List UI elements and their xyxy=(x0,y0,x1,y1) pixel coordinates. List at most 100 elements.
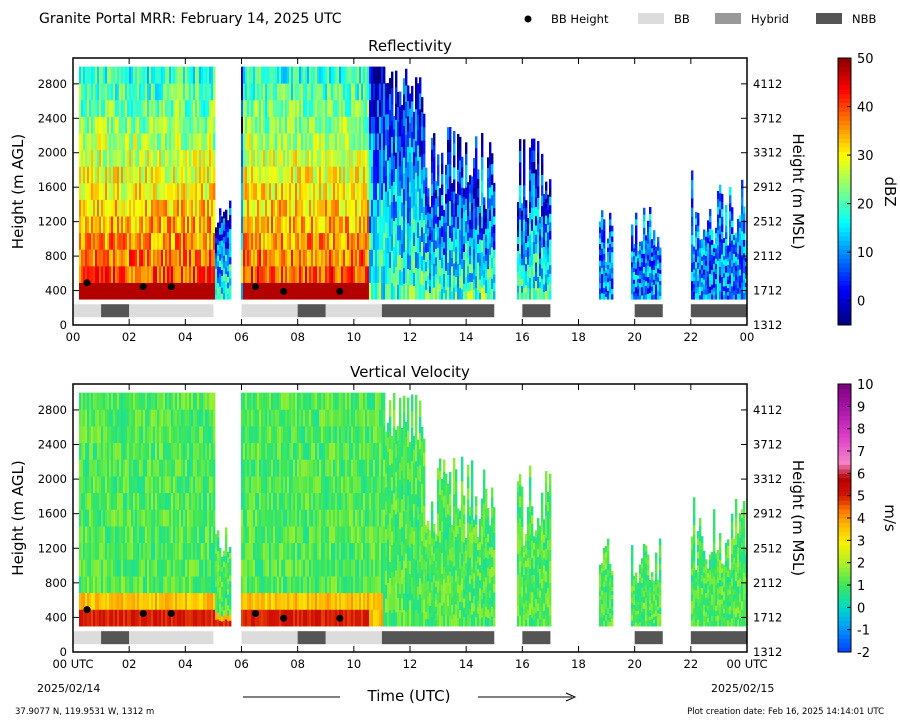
heatmap-cell xyxy=(137,182,140,200)
heatmap-cell xyxy=(181,99,184,117)
heatmap-cell xyxy=(181,216,184,234)
heatmap-cell xyxy=(269,199,272,217)
heatmap-cell xyxy=(329,199,332,217)
heatmap-cell xyxy=(155,83,158,101)
heatmap-cell xyxy=(481,133,484,146)
heatmap-cell xyxy=(321,133,324,151)
heatmap-cell xyxy=(79,249,82,267)
heatmap-cell xyxy=(201,265,204,283)
heatmap-cell xyxy=(131,149,134,167)
heatmap-cell xyxy=(653,240,656,246)
heatmap-cell xyxy=(357,66,360,84)
heatmap-cell xyxy=(321,232,324,250)
heatmap-cell xyxy=(329,232,332,250)
heatmap-cell xyxy=(357,216,360,234)
heatmap-cell xyxy=(327,83,330,101)
heatmap-cell xyxy=(211,182,214,200)
heatmap-cell xyxy=(299,116,302,134)
heatmap-cell xyxy=(119,232,122,250)
heatmap-cell xyxy=(299,282,302,300)
heatmap-cell xyxy=(101,149,104,167)
heatmap-cell xyxy=(83,249,86,267)
heatmap-cell xyxy=(145,83,148,101)
heatmap-cell xyxy=(361,216,364,234)
heatmap-cell xyxy=(117,149,120,167)
heatmap-cell xyxy=(253,116,256,134)
heatmap-cell xyxy=(121,166,124,184)
bb-height-point xyxy=(167,283,175,291)
heatmap-cell xyxy=(277,166,280,184)
heatmap-cell xyxy=(319,66,322,84)
heatmap-cell xyxy=(291,199,294,217)
heatmap-cell xyxy=(359,149,362,167)
colorbar-segment xyxy=(838,80,851,86)
heatmap-cell xyxy=(325,66,328,84)
heatmap-cell xyxy=(165,83,168,101)
heatmap-cell xyxy=(351,182,354,200)
heatmap-cell xyxy=(549,187,552,197)
heatmap-cell xyxy=(293,133,296,151)
heatmap-cell xyxy=(269,265,272,283)
heatmap-cell xyxy=(343,216,346,234)
heatmap-cell xyxy=(635,218,638,226)
heatmap-cell xyxy=(221,275,224,282)
heatmap-cell xyxy=(295,149,298,167)
heatmap-cell xyxy=(89,66,92,84)
heatmap-cell xyxy=(283,166,286,184)
heatmap-cell xyxy=(89,199,92,217)
heatmap-cell xyxy=(259,249,262,267)
heatmap-cell xyxy=(523,162,526,174)
heatmap-cell xyxy=(337,66,340,84)
heatmap-cell xyxy=(331,282,334,300)
heatmap-cell xyxy=(483,197,486,206)
heatmap-cell xyxy=(205,83,208,101)
heatmap-cell xyxy=(93,249,96,267)
heatmap-cell xyxy=(357,199,360,217)
heatmap-cell xyxy=(111,249,114,267)
panel-title: Vertical Velocity xyxy=(350,363,470,381)
heatmap-cell xyxy=(107,282,110,300)
heatmap-cell xyxy=(227,259,230,266)
heatmap-cell xyxy=(281,133,284,151)
heatmap-cell xyxy=(189,83,192,101)
heatmap-cell xyxy=(263,66,266,84)
heatmap-cell xyxy=(349,282,352,300)
heatmap-cell xyxy=(493,282,496,292)
heatmap-cell xyxy=(81,249,84,267)
heatmap-cell xyxy=(355,166,358,184)
heatmap-cell xyxy=(187,99,190,117)
heatmap-cell xyxy=(215,247,218,254)
heatmap-cell xyxy=(367,133,370,151)
heatmap-cell xyxy=(157,116,160,134)
heatmap-cell xyxy=(227,248,230,255)
heatmap-cell xyxy=(343,282,346,300)
heatmap-cell xyxy=(191,99,194,117)
heatmap-cell xyxy=(307,232,310,250)
heatmap-cell xyxy=(199,182,202,200)
heatmap-cell xyxy=(99,265,102,283)
heatmap-cell xyxy=(317,182,320,200)
heatmap-cell xyxy=(127,133,130,151)
heatmap-cell xyxy=(185,232,188,250)
heatmap-cell xyxy=(307,182,310,200)
y-tick-label: 2800 xyxy=(38,77,67,91)
heatmap-cell xyxy=(107,216,110,234)
heatmap-cell xyxy=(659,251,662,256)
heatmap-cell xyxy=(109,99,112,117)
heatmap-cell xyxy=(93,265,96,283)
heatmap-cell xyxy=(247,199,250,217)
heatmap-cell xyxy=(323,149,326,167)
heatmap-cell xyxy=(87,249,90,267)
heatmap-cell xyxy=(351,83,354,101)
heatmap-cell xyxy=(247,249,250,267)
heatmap-cell xyxy=(249,66,252,84)
heatmap-cell xyxy=(319,116,322,134)
legend-label-bb: BB xyxy=(674,12,690,26)
heatmap-cell xyxy=(245,199,248,217)
heatmap-cell xyxy=(207,166,210,184)
heatmap-cell xyxy=(125,149,128,167)
heatmap-cell xyxy=(175,232,178,250)
heatmap-cell xyxy=(113,265,116,283)
heatmap-cell xyxy=(223,255,226,263)
heatmap-cell xyxy=(83,282,86,300)
